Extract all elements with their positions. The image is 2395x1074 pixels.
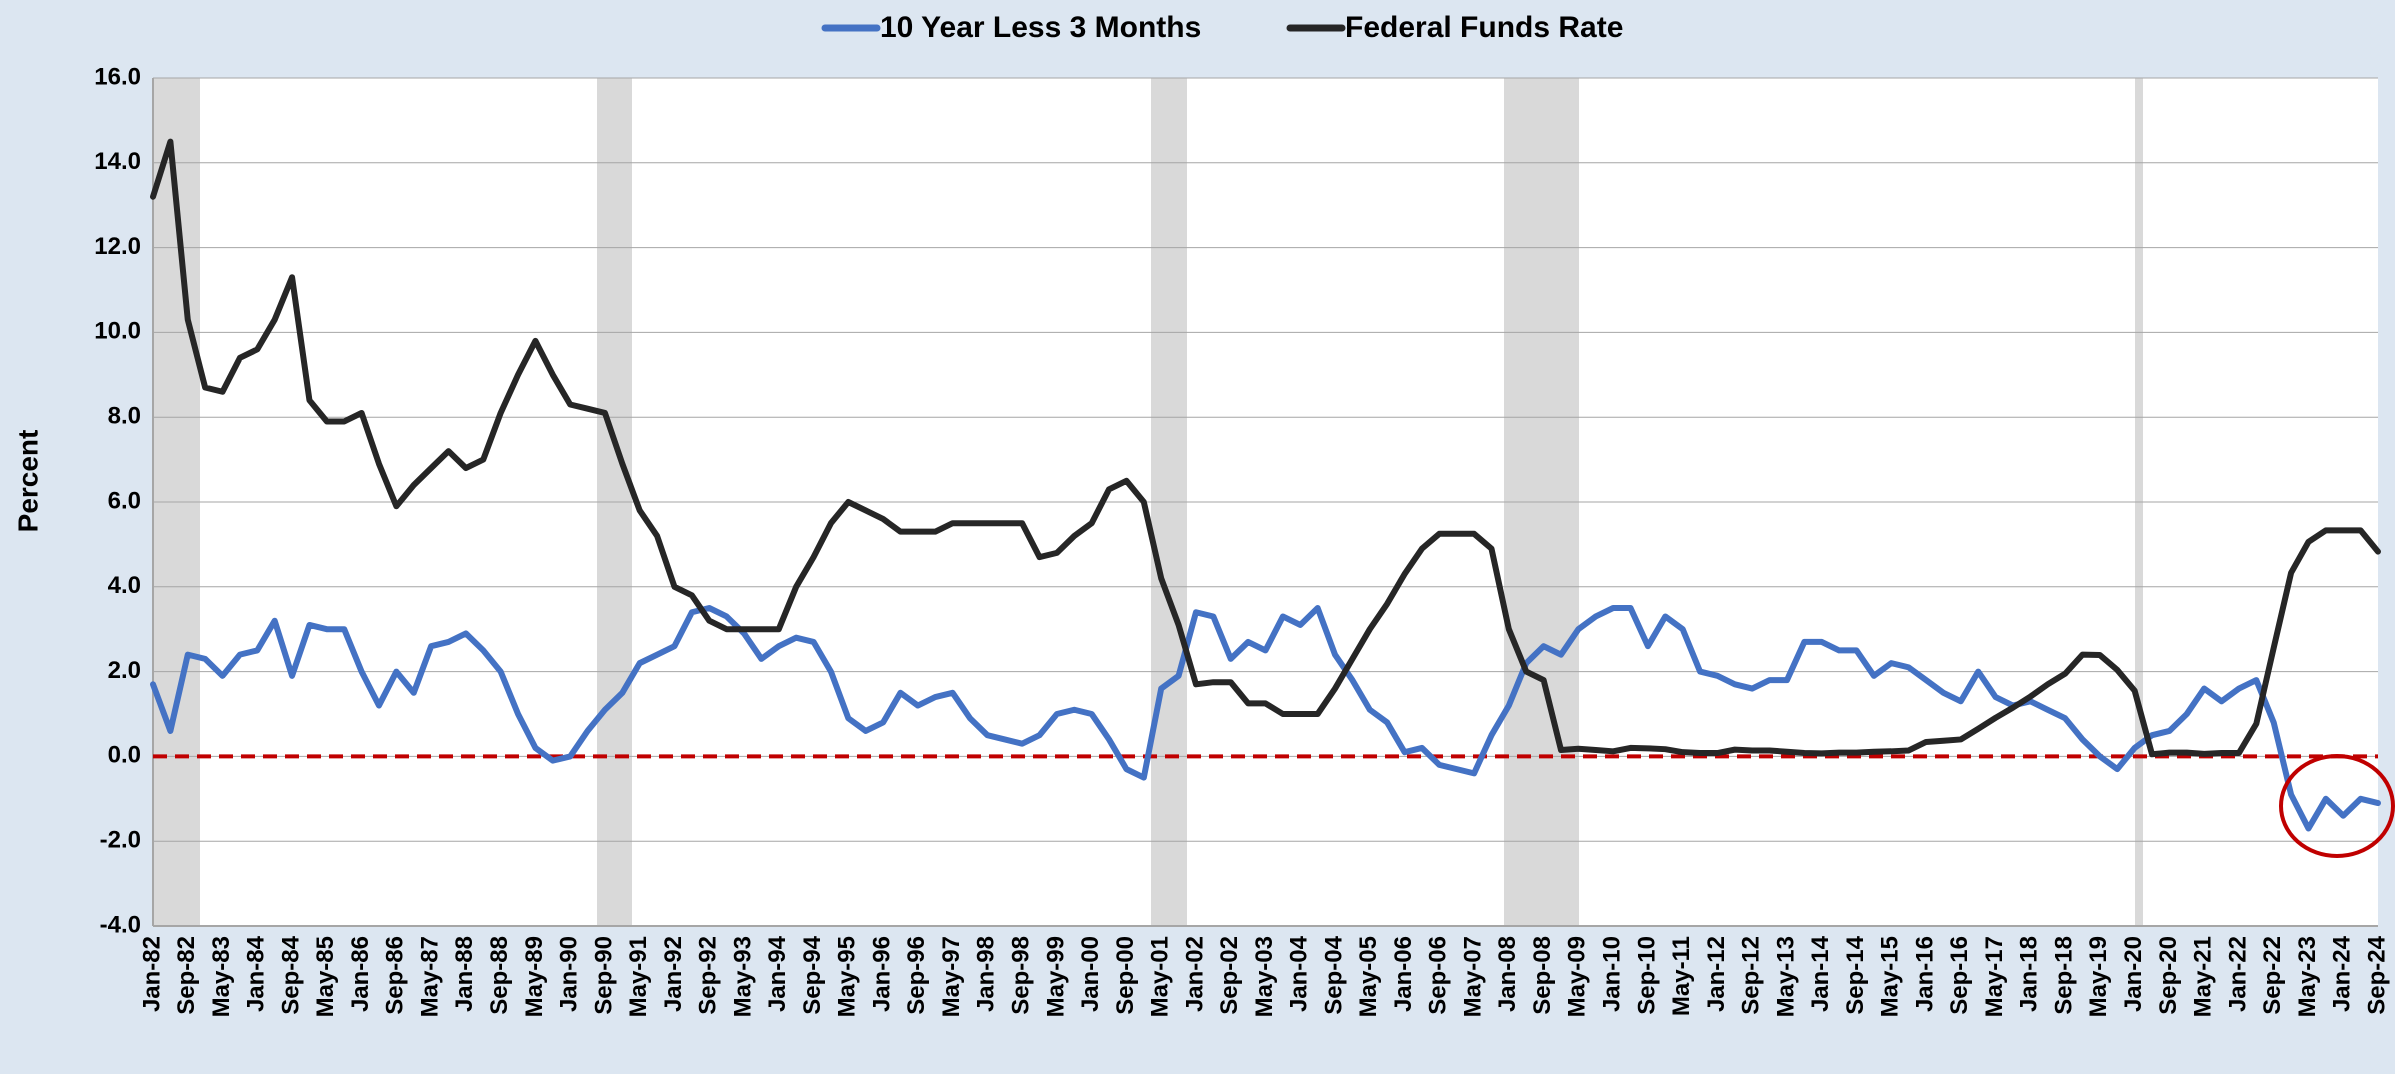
- x-tick-label: Jan-24: [2329, 935, 2356, 1012]
- y-tick-label: 4.0: [108, 572, 141, 599]
- labels: -4.0 -2.0 0.0 2.0 4.0 6.0 8.0 10.0 12.0 14.0 16.0 J…: [94, 63, 2390, 1017]
- x-tick-label: Jan-84: [243, 935, 270, 1012]
- x-tick-label: Sep-88: [486, 936, 513, 1015]
- lines: [150, 138, 2381, 832]
- x-tick-label: Sep-24: [2363, 935, 2390, 1014]
- x-tick-label: Jan-04: [1286, 935, 1313, 1012]
- x-tick-label: May-19: [2085, 936, 2112, 1017]
- x-tick-label: Jan-96: [868, 936, 895, 1012]
- x-tick-label: May-93: [729, 936, 756, 1017]
- x-tick-label: Sep-12: [1738, 936, 1765, 1015]
- series-line: [150, 605, 2381, 832]
- x-tick-label: May-95: [834, 936, 861, 1017]
- x-tick-label: Jan-00: [1077, 936, 1104, 1012]
- x-tick-label: May-15: [1877, 936, 1904, 1017]
- x-tick-label: Jan-08: [1494, 936, 1521, 1012]
- x-tick-label: May-91: [625, 936, 652, 1017]
- x-tick-label: Sep-82: [173, 936, 200, 1015]
- legend-label: 10 Year Less 3 Months: [880, 11, 1201, 44]
- x-tick-label: Jan-90: [556, 936, 583, 1012]
- x-tick-label: May-17: [1981, 936, 2008, 1017]
- x-tick-label: May-09: [1564, 936, 1591, 1017]
- x-tick-label: Jan-94: [764, 935, 791, 1012]
- x-tick-label: Jan-22: [2224, 936, 2251, 1012]
- x-tick-label: May-11: [1668, 936, 1695, 1016]
- x-tick-label: Jan-98: [973, 936, 1000, 1012]
- x-tick-label: May-83: [208, 936, 235, 1017]
- x-tick-label: Jan-92: [660, 936, 687, 1012]
- x-tick-label: Sep-20: [2155, 936, 2182, 1015]
- x-tick-label: Sep-08: [1529, 936, 1556, 1015]
- x-tick-label: Jan-82: [138, 936, 165, 1012]
- series-line: [150, 138, 2381, 758]
- x-tick-label: Jan-10: [1599, 936, 1626, 1012]
- x-tick-label: Sep-92: [695, 936, 722, 1015]
- x-tick-label: Jan-86: [347, 936, 374, 1012]
- x-tick-label: Jan-16: [1911, 936, 1938, 1012]
- legend-label: Federal Funds Rate: [1345, 11, 1623, 44]
- y-tick-label: -2.0: [100, 827, 141, 854]
- x-tick-label: Sep-10: [1633, 936, 1660, 1015]
- x-tick-label: Jan-14: [1807, 935, 1834, 1012]
- x-tick-label: May-03: [1251, 936, 1278, 1017]
- x-tick-label: May-99: [1042, 936, 1069, 1017]
- x-tick-label: May-13: [1772, 936, 1799, 1017]
- x-tick-label: Sep-06: [1425, 936, 1452, 1015]
- y-tick-label: 2.0: [108, 657, 141, 684]
- x-tick-label: May-05: [1355, 936, 1382, 1017]
- x-tick-label: Sep-84: [277, 935, 304, 1014]
- x-tick-label: Sep-00: [1112, 936, 1139, 1015]
- x-tick-label: Sep-98: [1007, 936, 1034, 1015]
- y-tick-label: 10.0: [94, 318, 141, 345]
- x-tick-label: May-97: [938, 936, 965, 1017]
- y-tick-label: -4.0: [100, 911, 141, 938]
- y-tick-label: 16.0: [94, 63, 141, 90]
- y-tick-label: 0.0: [108, 742, 141, 769]
- x-tick-label: Jan-18: [2016, 936, 2043, 1012]
- x-tick-label: May-87: [416, 936, 443, 1017]
- y-tick-label: 12.0: [94, 233, 141, 260]
- x-tick-label: Sep-22: [2259, 936, 2286, 1015]
- x-tick-label: May-01: [1147, 936, 1174, 1017]
- x-tick-label: Sep-02: [1216, 936, 1243, 1015]
- x-tick-label: May-85: [312, 936, 339, 1017]
- x-tick-label: May-89: [521, 936, 548, 1017]
- x-tick-label: Sep-86: [382, 936, 409, 1015]
- x-tick-label: Sep-04: [1320, 935, 1347, 1014]
- y-axis-label: Percent: [12, 430, 43, 533]
- x-tick-label: Sep-94: [799, 935, 826, 1014]
- x-tick-label: Jan-88: [451, 936, 478, 1012]
- x-tick-label: Jan-12: [1703, 936, 1730, 1012]
- x-tick-label: Sep-16: [1946, 936, 1973, 1015]
- x-tick-label: May-07: [1459, 936, 1486, 1017]
- y-tick-label: 14.0: [94, 148, 141, 175]
- x-tick-label: Jan-20: [2120, 936, 2147, 1012]
- x-tick-label: Sep-96: [903, 936, 930, 1015]
- x-tick-label: May-21: [2190, 936, 2217, 1017]
- y-tick-label: 6.0: [108, 487, 141, 514]
- x-tick-label: Sep-14: [1842, 935, 1869, 1014]
- x-tick-label: May-23: [2294, 936, 2321, 1017]
- x-tick-label: Sep-18: [2050, 936, 2077, 1015]
- x-tick-label: Jan-06: [1390, 936, 1417, 1012]
- x-tick-label: Jan-02: [1181, 936, 1208, 1012]
- y-tick-label: 8.0: [108, 403, 141, 430]
- highlight-circle: [2279, 754, 2395, 858]
- x-tick-label: Sep-90: [590, 936, 617, 1015]
